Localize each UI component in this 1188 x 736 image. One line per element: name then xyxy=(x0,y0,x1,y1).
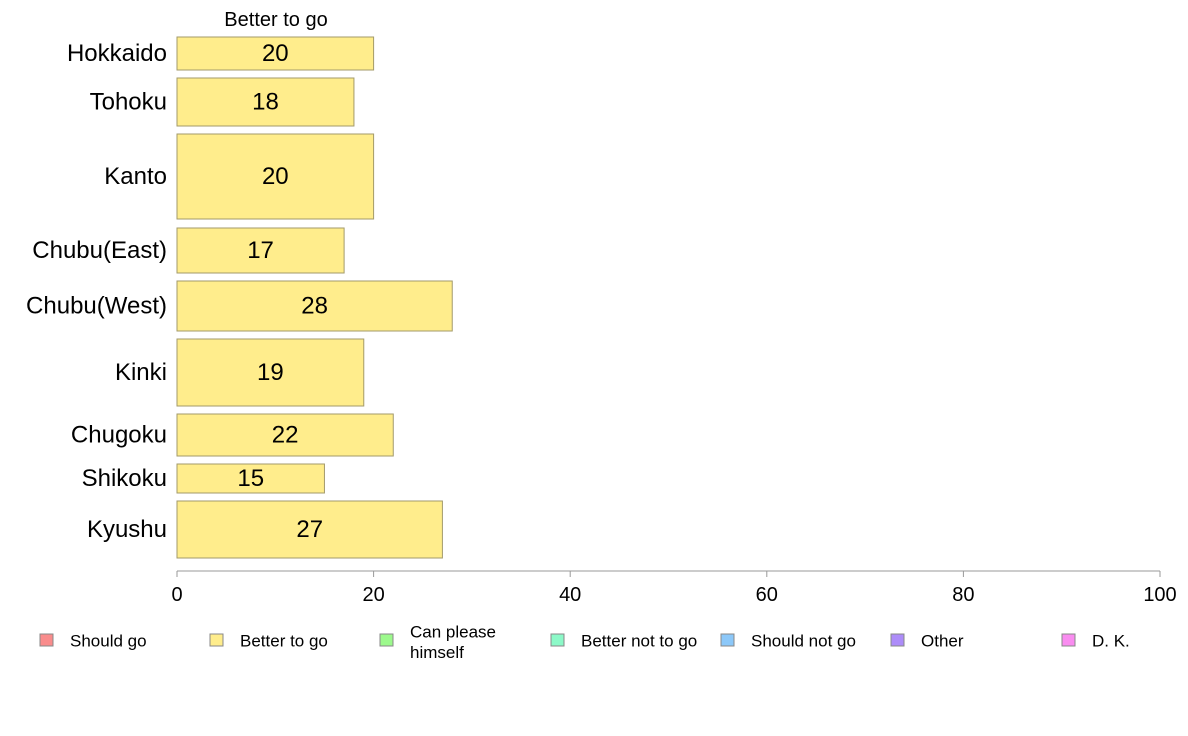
bar xyxy=(176,413,394,457)
category-labels: Hokkaido Tohoku Kanto Chubu(East) Chubu(West… xyxy=(26,40,167,543)
x-tick-label: 100 xyxy=(1143,584,1176,606)
legend-label: Better to go xyxy=(240,632,328,651)
bar xyxy=(176,463,325,494)
data-label: 19 xyxy=(257,359,284,386)
category-label: Kanto xyxy=(104,163,167,190)
bars-layer: 20 18 20 17 28 19 22 15 27 xyxy=(176,36,453,559)
bar xyxy=(176,133,375,220)
legend-label: Can please himself xyxy=(410,622,496,661)
legend-swatch xyxy=(1061,633,1076,647)
bar xyxy=(176,500,443,559)
category-label: Shikoku xyxy=(82,465,167,492)
bar xyxy=(176,36,375,71)
data-label: 20 xyxy=(262,163,289,190)
category-label: Kyushu xyxy=(87,516,167,543)
series-header: Better to go xyxy=(224,9,327,31)
legend-label: Should not go xyxy=(751,632,856,651)
category-label: Hokkaido xyxy=(67,40,167,67)
bar xyxy=(176,338,365,407)
legend-label: Better not to go xyxy=(581,632,697,651)
legend-label: Other xyxy=(921,632,964,651)
bar xyxy=(176,227,345,274)
legend-label: D. K. xyxy=(1092,632,1130,651)
data-label: 22 xyxy=(272,422,299,449)
x-tick-label: 40 xyxy=(559,584,581,606)
legend-swatch xyxy=(379,633,394,647)
legend-swatch xyxy=(209,633,224,647)
category-label: Chubu(East) xyxy=(32,237,167,264)
x-axis: 0 20 40 60 80 100 xyxy=(171,570,1177,606)
data-label: 27 xyxy=(296,516,323,543)
x-tick-label: 20 xyxy=(362,584,384,606)
category-label: Tohoku xyxy=(90,89,167,116)
data-label: 15 xyxy=(237,465,264,492)
legend-swatch xyxy=(890,633,905,647)
category-label: Kinki xyxy=(115,359,167,386)
x-tick-label: 0 xyxy=(171,584,182,606)
x-tick-label: 60 xyxy=(756,584,778,606)
data-label: 18 xyxy=(252,89,279,116)
data-label: 17 xyxy=(247,237,274,264)
data-label: 28 xyxy=(301,293,328,320)
legend-label: Should go xyxy=(70,632,147,651)
legend-swatch xyxy=(720,633,735,647)
category-label: Chugoku xyxy=(71,422,167,449)
legend-swatch xyxy=(39,633,54,647)
x-tick-label: 80 xyxy=(952,584,974,606)
bar xyxy=(176,280,453,332)
data-label: 20 xyxy=(262,40,289,67)
legend: Should go Better to go Can please himself Be… xyxy=(39,622,1130,662)
category-label: Chubu(West) xyxy=(26,293,167,320)
legend-swatch xyxy=(550,633,565,647)
bar xyxy=(176,77,355,127)
